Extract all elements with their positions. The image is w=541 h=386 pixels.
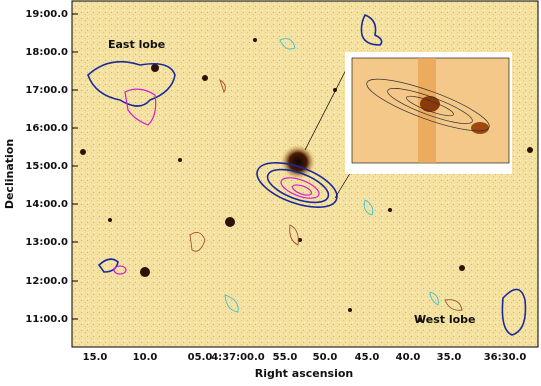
y-ticks: 19:00.0 18:00.0 17:00.0 16:00.0 15:00.0 14:00… <box>25 9 78 325</box>
y-tick-label: 15:00.0 <box>25 161 68 172</box>
y-tick-label: 12:00.0 <box>25 276 68 287</box>
inset <box>304 52 512 199</box>
x-tick-label: 15.0 <box>83 352 108 363</box>
y-tick-label: 17:00.0 <box>25 85 68 96</box>
x-tick-label: 55.0 <box>273 352 298 363</box>
y-tick-label: 16:00.0 <box>25 123 68 134</box>
west-lobe-label: West lobe <box>414 313 476 326</box>
east-lobe-label: East lobe <box>108 38 165 51</box>
y-tick-label: 11:00.0 <box>25 314 68 325</box>
x-tick-label: 05.0 <box>188 352 213 363</box>
x-ticks: 15.0 10.0 05.04:37:00.0 55.0 50.0 45.0 40.0 35.… <box>83 352 527 363</box>
x-tick-label: 10.0 <box>133 352 158 363</box>
y-tick-label: 13:00.0 <box>25 237 68 248</box>
x-tick-label: 40.0 <box>396 352 421 363</box>
radio-contours <box>87 13 527 336</box>
x-tick-label: 4:37:00.0 <box>211 352 265 363</box>
y-tick-label: 18:00.0 <box>25 47 68 58</box>
x-axis-label: Right ascension <box>255 367 354 380</box>
y-axis-label: Declination <box>3 139 16 209</box>
y-tick-label: 19:00.0 <box>25 9 68 20</box>
y-tick-label: 14:00.0 <box>25 199 68 210</box>
x-tick-label: 35.0 <box>437 352 462 363</box>
x-tick-label: 36:30.0 <box>484 352 527 363</box>
x-tick-label: 50.0 <box>313 352 338 363</box>
x-tick-label: 45.0 <box>355 352 380 363</box>
